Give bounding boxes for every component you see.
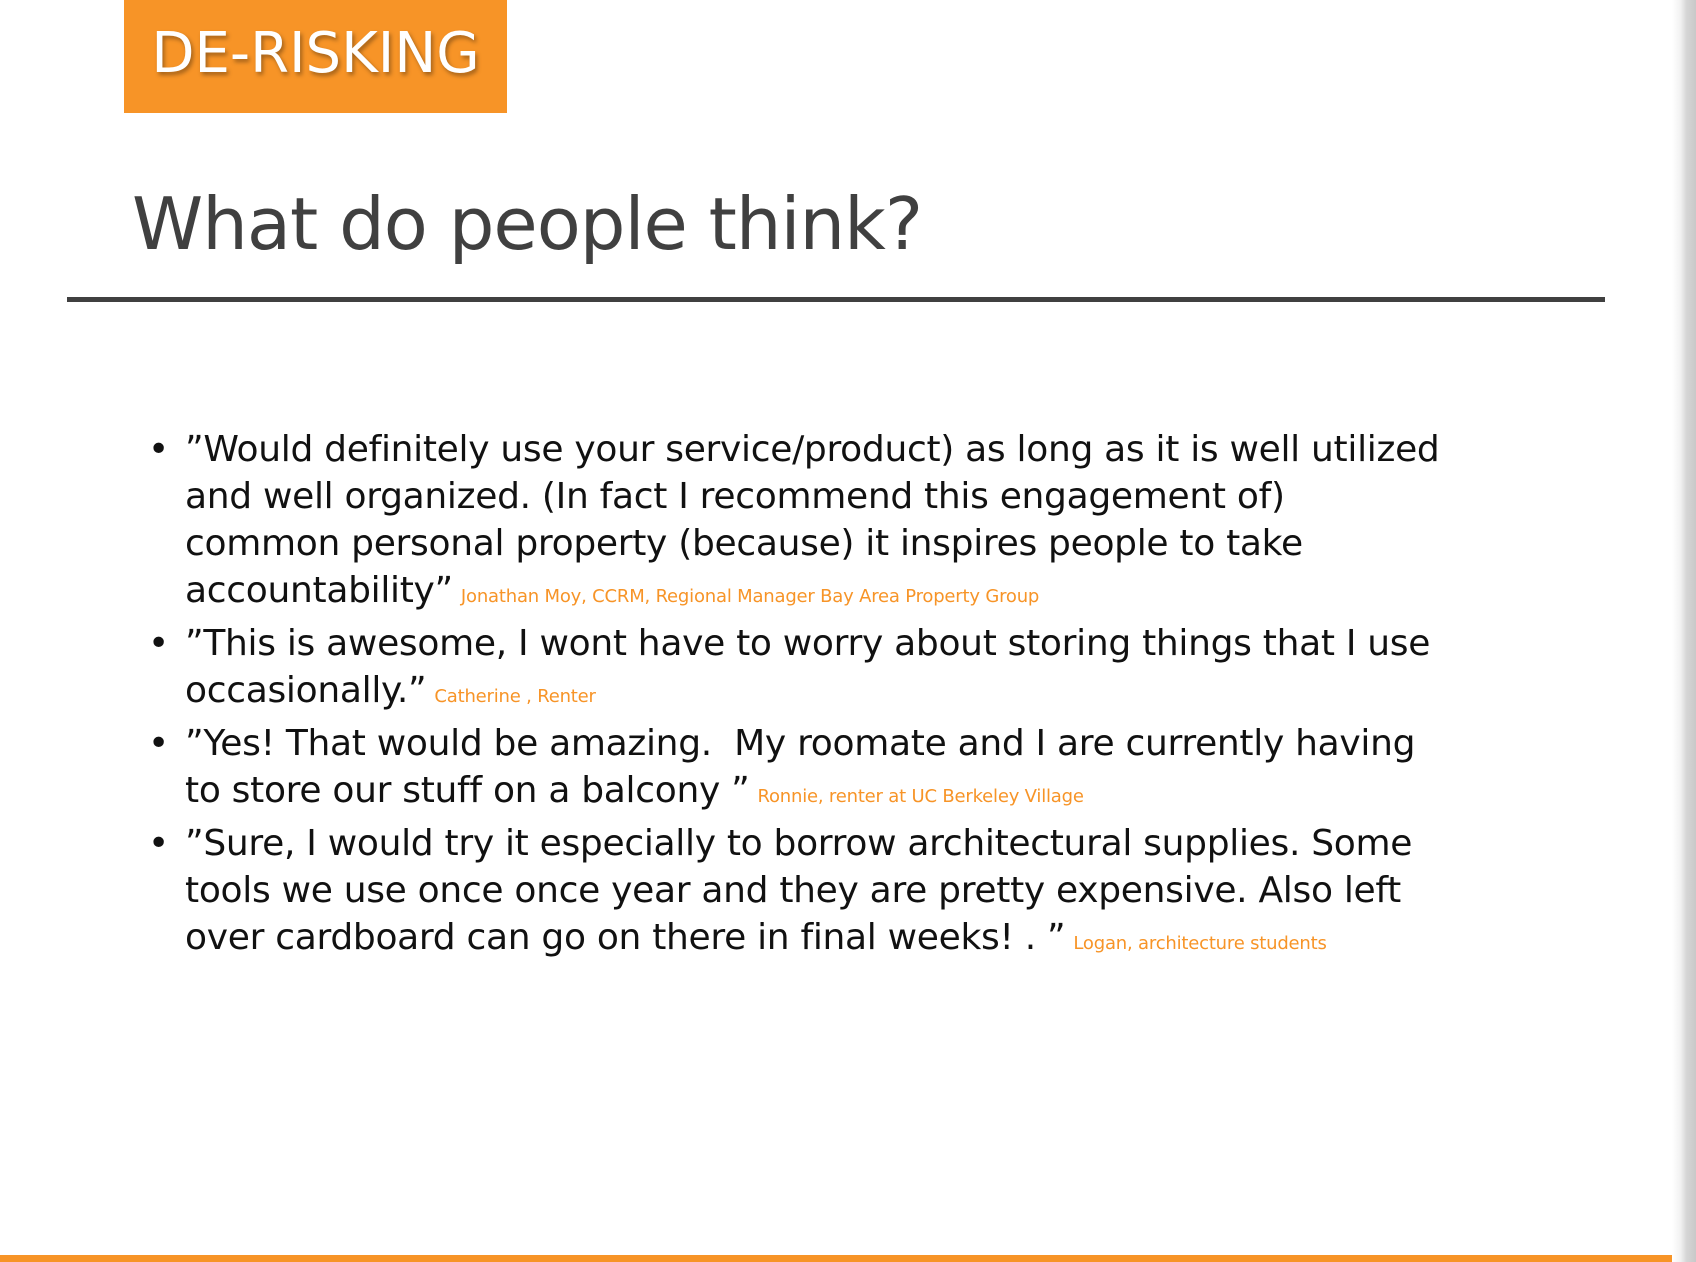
quote-attribution: Catherine , Renter — [434, 686, 596, 707]
quote-line: ”Sure, I would try it especially to borr… — [185, 823, 1413, 864]
quote-attribution: Ronnie, renter at UC Berkeley Village — [757, 786, 1084, 807]
section-tag-label: DE-RISKING — [151, 21, 480, 86]
quote-line: and well organized. (In fact I recommend… — [185, 476, 1285, 517]
quote-attribution: Jonathan Moy, CCRM, Regional Manager Bay… — [460, 586, 1040, 607]
window-edge — [1672, 0, 1696, 1262]
title-divider — [67, 297, 1605, 302]
quote-attribution: Logan, architecture students — [1073, 933, 1327, 954]
quote-line: over cardboard can go on there in final … — [185, 917, 1066, 958]
quote-line: common personal property (because) it in… — [185, 523, 1303, 564]
quote-line: occasionally.” — [185, 670, 427, 711]
quote-item: • ”Sure, I would try it especially to bo… — [140, 820, 1440, 967]
quote-line: tools we use once once year and they are… — [185, 870, 1401, 911]
quote-line: ”This is awesome, I wont have to worry a… — [185, 623, 1431, 664]
bottom-accent-bar — [0, 1255, 1696, 1262]
quote-line: ”Yes! That would be amazing. My roomate … — [185, 723, 1416, 764]
bullet-icon: • — [148, 623, 169, 664]
quote-list: • ”Would definitely use your service/pro… — [140, 426, 1440, 967]
quote-item: • ”Would definitely use your service/pro… — [140, 426, 1440, 620]
quote-line: to store our stuff on a balcony ” — [185, 770, 750, 811]
quote-item: • ”This is awesome, I wont have to worry… — [140, 620, 1440, 720]
quote-item: • ”Yes! That would be amazing. My roomat… — [140, 720, 1440, 820]
bullet-icon: • — [148, 823, 169, 864]
slide-title: What do people think? — [132, 182, 923, 266]
quote-line: ”Would definitely use your service/produ… — [185, 429, 1440, 470]
bullet-icon: • — [148, 723, 169, 764]
bullet-icon: • — [148, 429, 169, 470]
quote-line: accountability” — [185, 570, 453, 611]
section-tag: DE-RISKING — [124, 0, 507, 113]
